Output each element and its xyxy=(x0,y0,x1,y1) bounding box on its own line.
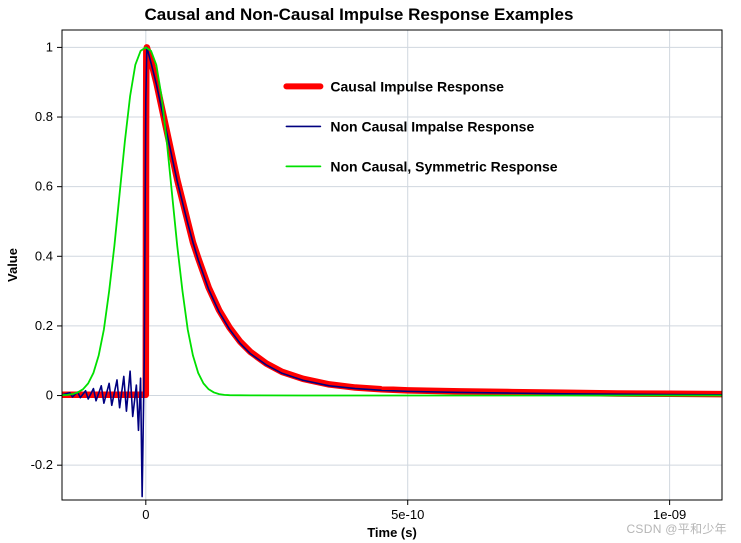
legend-label: Non Causal Impalse Response xyxy=(330,118,534,134)
ytick-label: 1 xyxy=(46,39,53,54)
x-axis-label: Time (s) xyxy=(367,525,417,540)
ytick-label: 0.2 xyxy=(35,318,53,333)
chart-title: Causal and Non-Causal Impulse Response E… xyxy=(145,5,574,24)
watermark-text: CSDN @平和少年 xyxy=(626,520,727,537)
chart-container: -0.200.20.40.60.8105e-101e-09Time (s)Val… xyxy=(0,0,741,543)
ytick-label: 0 xyxy=(46,388,53,403)
ytick-label: 0.4 xyxy=(35,248,53,263)
y-axis-label: Value xyxy=(5,248,20,282)
chart-svg: -0.200.20.40.60.8105e-101e-09Time (s)Val… xyxy=(0,0,741,543)
legend-label: Causal Impulse Response xyxy=(330,78,504,94)
legend-label: Non Causal, Symmetric Response xyxy=(330,158,557,174)
xtick-label: 0 xyxy=(142,507,149,522)
ytick-label: 0.8 xyxy=(35,109,53,124)
ytick-label: -0.2 xyxy=(31,457,53,472)
ytick-label: 0.6 xyxy=(35,179,53,194)
xtick-label: 5e-10 xyxy=(391,507,424,522)
